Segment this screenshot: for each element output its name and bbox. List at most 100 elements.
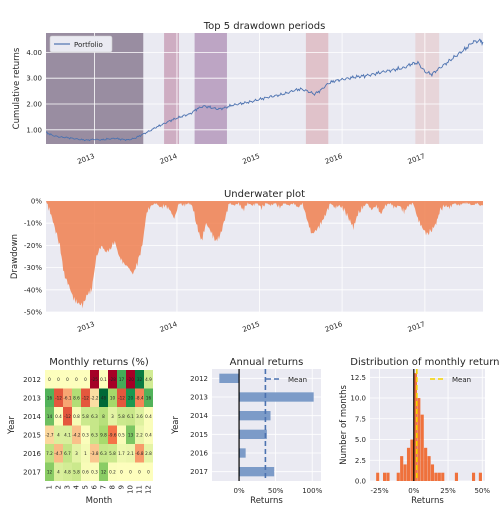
heatmap-cell-label: -3.8 (90, 451, 99, 456)
histogram-bar (386, 472, 390, 481)
heatmap-cell (108, 370, 117, 389)
heatmap-cell (108, 425, 117, 444)
heatmap-cell-label: 20 (128, 395, 134, 400)
heatmap-cell-label: 0 (66, 377, 69, 382)
x-axis-label: Returns (411, 496, 444, 506)
heatmap-cell (108, 388, 117, 407)
y-tick-label: 2.00 (26, 100, 42, 108)
heatmap-cell-label: 2.8 (145, 451, 152, 456)
heatmap-cell (72, 388, 81, 407)
heatmap-cell-label: -6.8 (135, 451, 144, 456)
heatmap-cell-label: 0.6 (82, 469, 89, 474)
chart-title: Annual returns (230, 357, 304, 368)
x-tick-label: 25% (440, 487, 456, 495)
drawdown-period-band (194, 33, 227, 144)
y-tick-label: 3.00 (26, 75, 42, 83)
heatmap-cell-label: 0 (75, 377, 78, 382)
y-tick-label: 0.0 (355, 478, 366, 486)
y-tick-label: 2012 (190, 375, 208, 383)
x-tick-label: 12 (145, 485, 153, 494)
heatmap-cell-label: 5.8 (82, 414, 89, 419)
heatmap-cell (81, 388, 90, 407)
heatmap-cell-label: 6.1 (127, 414, 134, 419)
heatmap-cell-label: 3 (75, 451, 78, 456)
histogram-bar (454, 472, 459, 481)
heatmap-cell-label: 16 (146, 395, 152, 400)
x-tick-label: 50% (268, 487, 284, 495)
y-tick-label: -50% (24, 309, 42, 317)
legend-label: Portfolio (74, 41, 103, 49)
heatmap-cell-label: 0.4 (145, 414, 152, 419)
heatmap-cell (126, 370, 135, 389)
drawdown-area (46, 201, 483, 309)
x-tick-label: 2 (55, 485, 63, 489)
y-axis-label: Cumulative returns (12, 47, 22, 129)
heatmap-cell-label: 17 (119, 377, 125, 382)
x-tick-label: 11 (136, 485, 144, 494)
heatmap-cell-label: 0.2 (109, 469, 116, 474)
y-tick-label: -40% (24, 286, 42, 294)
histogram-bar (383, 472, 387, 481)
heatmap-cell (99, 444, 108, 463)
histogram-bar (396, 472, 400, 481)
x-tick-label: 2017 (407, 152, 426, 166)
annual-return-bar (239, 392, 314, 402)
x-tick-label: 2013 (76, 320, 95, 334)
heatmap-cell (117, 462, 126, 481)
heatmap-cell-label: 6.3 (91, 432, 98, 437)
heatmap-cell (144, 370, 153, 389)
x-tick-label: 5 (82, 485, 90, 489)
heatmap-cell (63, 462, 72, 481)
histogram-bar (441, 472, 445, 481)
y-tick-label: 2017 (190, 468, 208, 476)
heatmap-cell-label: -6.1 (63, 395, 72, 400)
heatmap-cell (117, 425, 126, 444)
x-tick-label: 0% (234, 487, 245, 495)
heatmap-cell-label: 6.3 (100, 451, 107, 456)
drawdown-periods-chart: 1.00 2.00 3.00 4.00 2013 2014 2015 2016 2017 To… (12, 21, 484, 166)
annual-return-bar (239, 467, 275, 477)
heatmap-cell (135, 462, 144, 481)
y-tick-label: 2015 (190, 431, 208, 439)
legend-label: Mean (288, 376, 307, 384)
heatmap-cell-label: 0 (57, 377, 60, 382)
heatmap-cell (63, 425, 72, 444)
legend: Mean (430, 376, 471, 384)
y-tick-label: 2013 (190, 394, 208, 402)
heatmap-cell (117, 407, 126, 426)
heatmap-cell-label: 5.8 (109, 451, 116, 456)
heatmap-cell-label: 5.8 (73, 469, 80, 474)
heatmap-cell-label: -12 (64, 414, 71, 419)
heatmap-cell (117, 370, 126, 389)
heatmap-cell (72, 370, 81, 389)
heatmap-cell-label: 10 (110, 395, 116, 400)
heatmap-cell (54, 462, 63, 481)
heatmap-cell (126, 444, 135, 463)
histogram-bar (406, 447, 411, 481)
heatmap-cell-label: -25 (91, 377, 98, 382)
heatmap-cell-label: 0.1 (100, 377, 107, 382)
heatmap-cell-label: 0 (120, 469, 123, 474)
heatmap-cell (81, 407, 90, 426)
histogram-bar (427, 456, 431, 481)
heatmap-cell-label: 6.7 (64, 451, 71, 456)
heatmap-cell (81, 370, 90, 389)
heatmap-cell-label: -12 (118, 395, 125, 400)
y-tick-label: 4.00 (26, 49, 42, 57)
x-tick-label: 10 (127, 485, 135, 494)
heatmap-cell (45, 370, 54, 389)
heatmap-cell (126, 425, 135, 444)
underwater-chart: 0% -10% -20% -30% -40% -50% 2013 2014 2015 2016 2… (10, 189, 483, 334)
y-tick-label: 2012 (23, 376, 41, 384)
heatmap-cell (72, 425, 81, 444)
x-tick-label: 6 (91, 484, 99, 489)
heatmap-cell (63, 407, 72, 426)
heatmap-cell-label: 1 (84, 451, 87, 456)
heatmap-cell (144, 407, 153, 426)
heatmap-cell (54, 407, 63, 426)
histogram-bar (400, 456, 404, 481)
heatmap-cell (135, 407, 144, 426)
y-tick-label: 2.5 (355, 457, 366, 465)
heatmap-cell-label: -4.7 (54, 451, 63, 456)
